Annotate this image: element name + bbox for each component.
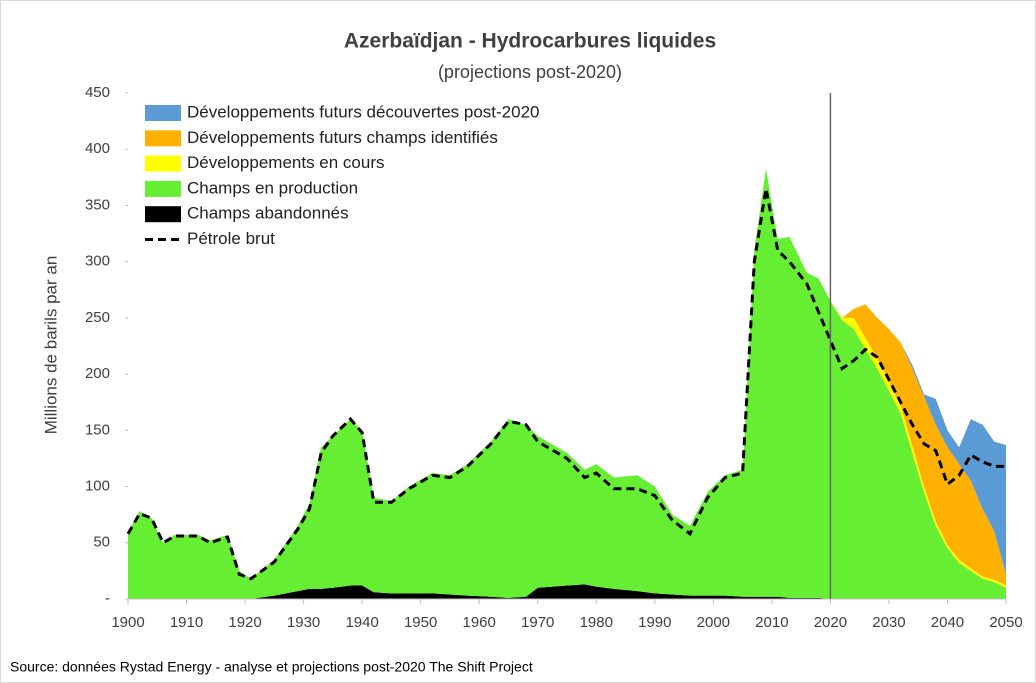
legend-label: Développements futurs découvertes post-2… — [187, 102, 539, 121]
legend-swatch — [145, 130, 181, 147]
legend-swatch — [145, 155, 181, 172]
x-tick-label: 2030 — [872, 614, 905, 631]
area — [128, 584, 1006, 599]
x-tick-label: 1950 — [404, 614, 437, 631]
y-axis-label: Millions de barils par an — [41, 256, 60, 435]
x-tick-label: 1960 — [463, 614, 496, 631]
x-tick-label: 1920 — [228, 614, 261, 631]
legend-label: Champs abandonnés — [187, 204, 349, 223]
x-tick-label: 1900 — [111, 614, 144, 631]
legend-swatch — [145, 206, 181, 223]
y-tick-label: 400 — [85, 140, 110, 157]
y-tick-label: 200 — [85, 365, 110, 382]
y-tick-label: - — [105, 590, 110, 607]
x-tick-label: 2000 — [697, 614, 730, 631]
x-tick-label: 1990 — [638, 614, 671, 631]
y-tick-label: 150 — [85, 421, 110, 438]
line — [126, 188, 1006, 581]
x-tick-label: 1980 — [580, 614, 613, 631]
legend-label: Développements futurs champs identifiés — [187, 128, 498, 147]
x-tick-label: 1910 — [170, 614, 203, 631]
area — [128, 168, 1006, 600]
y-tick-label: 350 — [85, 196, 110, 213]
legend-label: Champs en production — [187, 178, 358, 197]
chart-title: Azerbaïdjan - Hydrocarbures liquides — [344, 30, 716, 53]
y-tick-label: 450 — [85, 84, 110, 101]
y-tick-label: 250 — [85, 309, 110, 326]
y-tick-label: 100 — [85, 478, 110, 495]
legend-label: Pétrole brut — [187, 229, 275, 248]
source: Source: données Rystad Energy - analyse … — [10, 659, 533, 675]
x-tick-label: 2010 — [755, 614, 788, 631]
chart-subtitle: (projections post-2020) — [438, 62, 622, 82]
y-tick-label: 300 — [85, 253, 110, 270]
x-tick-label: 1940 — [345, 614, 378, 631]
legend-swatch — [145, 180, 181, 197]
x-tick-label: 1970 — [521, 614, 554, 631]
x-tick-label: 1930 — [287, 614, 320, 631]
x-tick-label: 2050 — [989, 614, 1022, 631]
y-tick-label: 50 — [93, 534, 110, 551]
legend-swatch — [145, 105, 181, 121]
x-tick-label: 2020 — [814, 614, 847, 631]
legend-label: Développements en cours — [187, 153, 385, 172]
x-tick-label: 2040 — [931, 614, 964, 631]
